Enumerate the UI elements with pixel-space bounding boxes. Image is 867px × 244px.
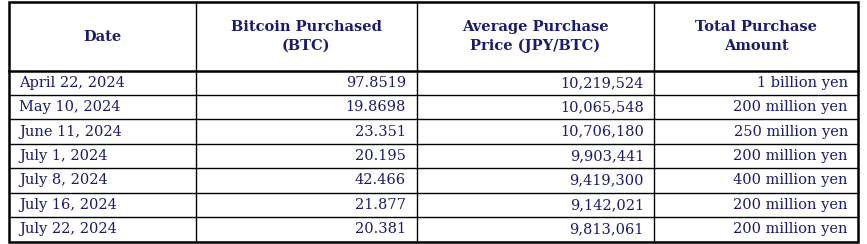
Text: Total Purchase
Amount: Total Purchase Amount: [695, 20, 818, 53]
Text: 10,706,180: 10,706,180: [560, 125, 644, 139]
Text: July 22, 2024: July 22, 2024: [19, 222, 117, 236]
Text: 200 million yen: 200 million yen: [733, 222, 848, 236]
Text: 250 million yen: 250 million yen: [733, 125, 848, 139]
Text: Bitcoin Purchased
(BTC): Bitcoin Purchased (BTC): [231, 20, 381, 53]
Text: 10,219,524: 10,219,524: [561, 76, 644, 90]
Text: 200 million yen: 200 million yen: [733, 149, 848, 163]
Text: 200 million yen: 200 million yen: [733, 198, 848, 212]
Text: 23.351: 23.351: [355, 125, 406, 139]
Text: 10,065,548: 10,065,548: [560, 100, 644, 114]
Text: 9,142,021: 9,142,021: [570, 198, 644, 212]
Text: 20.195: 20.195: [355, 149, 406, 163]
Text: 19.8698: 19.8698: [346, 100, 406, 114]
Text: 1 billion yen: 1 billion yen: [757, 76, 848, 90]
Text: 400 million yen: 400 million yen: [733, 173, 848, 187]
Text: April 22, 2024: April 22, 2024: [19, 76, 125, 90]
Text: 9,813,061: 9,813,061: [570, 222, 644, 236]
Text: May 10, 2024: May 10, 2024: [19, 100, 121, 114]
Text: 9,903,441: 9,903,441: [570, 149, 644, 163]
Text: 21.877: 21.877: [355, 198, 406, 212]
Text: 20.381: 20.381: [355, 222, 406, 236]
Text: Average Purchase
Price (JPY/BTC): Average Purchase Price (JPY/BTC): [462, 20, 609, 53]
Text: 42.466: 42.466: [355, 173, 406, 187]
Text: July 16, 2024: July 16, 2024: [19, 198, 117, 212]
Text: Date: Date: [83, 30, 121, 43]
Text: July 1, 2024: July 1, 2024: [19, 149, 108, 163]
Text: 200 million yen: 200 million yen: [733, 100, 848, 114]
Text: 9,419,300: 9,419,300: [570, 173, 644, 187]
Text: June 11, 2024: June 11, 2024: [19, 125, 122, 139]
Text: 97.8519: 97.8519: [346, 76, 406, 90]
Text: July 8, 2024: July 8, 2024: [19, 173, 108, 187]
